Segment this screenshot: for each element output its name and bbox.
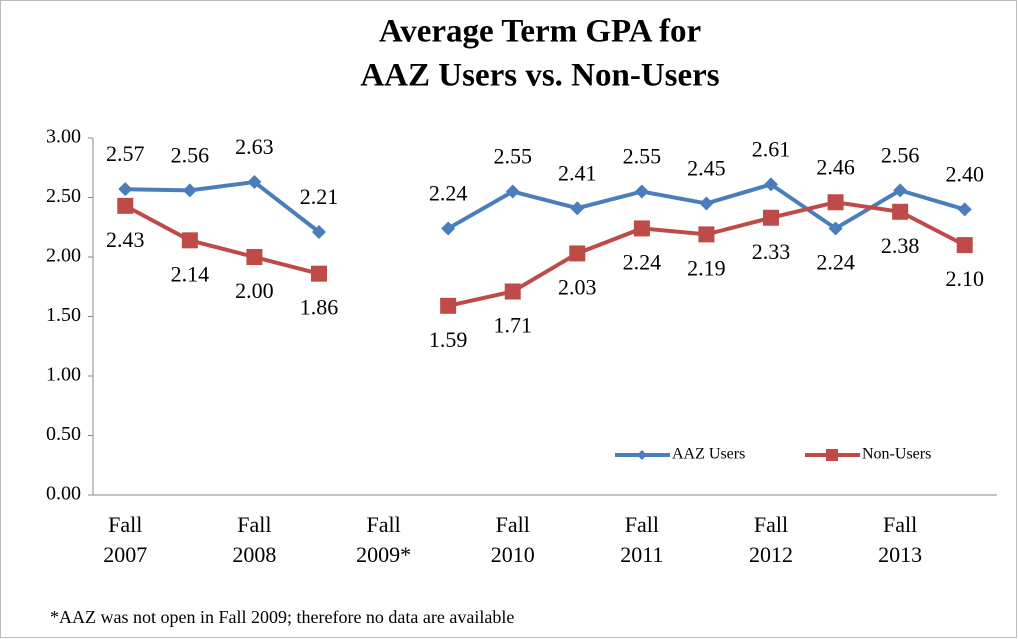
data-label: 2.56 <box>171 142 210 167</box>
data-label: 2.45 <box>687 155 726 180</box>
marker <box>699 196 714 211</box>
data-label: 2.19 <box>687 255 726 280</box>
data-label: 2.38 <box>881 233 920 258</box>
marker <box>828 221 843 236</box>
data-label: 1.71 <box>493 313 532 338</box>
marker <box>893 183 908 198</box>
y-tick-label: 1.00 <box>46 364 81 386</box>
x-tick-label: Fall 2011 <box>620 512 663 567</box>
marker <box>505 184 520 199</box>
data-label: 2.03 <box>558 274 597 299</box>
x-tick-label: Fall 2012 <box>749 512 793 567</box>
x-tick-label: Fall 2009* <box>356 512 411 567</box>
data-label: 2.24 <box>429 180 468 205</box>
data-label: 2.41 <box>558 160 597 185</box>
marker <box>569 245 586 262</box>
data-label: 2.56 <box>881 142 920 167</box>
x-tick-label: Fall 2007 <box>103 512 147 567</box>
data-label: 2.24 <box>816 249 855 274</box>
data-label: 2.63 <box>235 134 274 159</box>
marker <box>118 182 133 197</box>
y-tick-label: 0.00 <box>46 483 81 505</box>
data-label: 2.40 <box>945 161 984 186</box>
y-tick-label: 2.00 <box>46 245 81 267</box>
marker <box>246 249 263 265</box>
x-tick-label: Fall 2010 <box>491 512 535 567</box>
data-label: 2.24 <box>623 249 662 274</box>
marker <box>181 232 198 249</box>
y-tick-label: 3.00 <box>46 126 81 148</box>
marker <box>764 177 778 192</box>
x-tick-label: Fall 2008 <box>232 512 276 567</box>
data-label: 2.61 <box>752 136 791 161</box>
marker <box>827 194 844 211</box>
marker <box>633 220 650 237</box>
x-tick-label: Fall 2013 <box>878 512 922 567</box>
marker <box>117 197 134 214</box>
legend-marker <box>637 450 647 460</box>
marker <box>957 202 972 217</box>
data-label: 2.43 <box>106 227 145 252</box>
y-tick-label: 0.50 <box>46 423 81 445</box>
data-label: 2.14 <box>171 261 210 286</box>
marker <box>763 209 779 226</box>
series-line <box>124 204 320 276</box>
marker <box>956 237 973 254</box>
data-label: 2.10 <box>945 266 984 291</box>
marker <box>634 184 649 199</box>
y-tick-label: 2.50 <box>46 185 81 207</box>
marker <box>311 265 327 282</box>
marker <box>504 283 521 300</box>
marker <box>698 226 715 243</box>
y-tick-label: 1.50 <box>46 304 81 326</box>
legend-label: AAZ Users <box>672 446 745 463</box>
data-label: 2.21 <box>300 184 339 209</box>
marker <box>440 297 457 314</box>
marker <box>892 203 909 220</box>
chart-title: Average Term GPA for <box>379 14 701 50</box>
chart-title: AAZ Users vs. Non-Users <box>360 58 719 94</box>
data-label: 2.55 <box>493 144 532 169</box>
series-line <box>125 179 321 234</box>
data-label: 2.33 <box>752 239 791 264</box>
data-label: 1.86 <box>300 295 339 320</box>
marker <box>312 225 326 240</box>
footnote: *AAZ was not open in Fall 2009; therefor… <box>50 607 514 627</box>
legend-label: Non-Users <box>862 446 931 463</box>
data-label: 2.46 <box>816 154 855 179</box>
data-label: 1.59 <box>429 327 468 352</box>
data-label: 2.55 <box>623 144 662 169</box>
data-label: 2.57 <box>106 141 145 166</box>
marker <box>182 183 197 198</box>
data-label: 2.00 <box>235 278 274 303</box>
marker <box>570 201 585 216</box>
marker <box>247 175 262 190</box>
legend-marker <box>826 449 838 461</box>
marker <box>441 221 456 236</box>
